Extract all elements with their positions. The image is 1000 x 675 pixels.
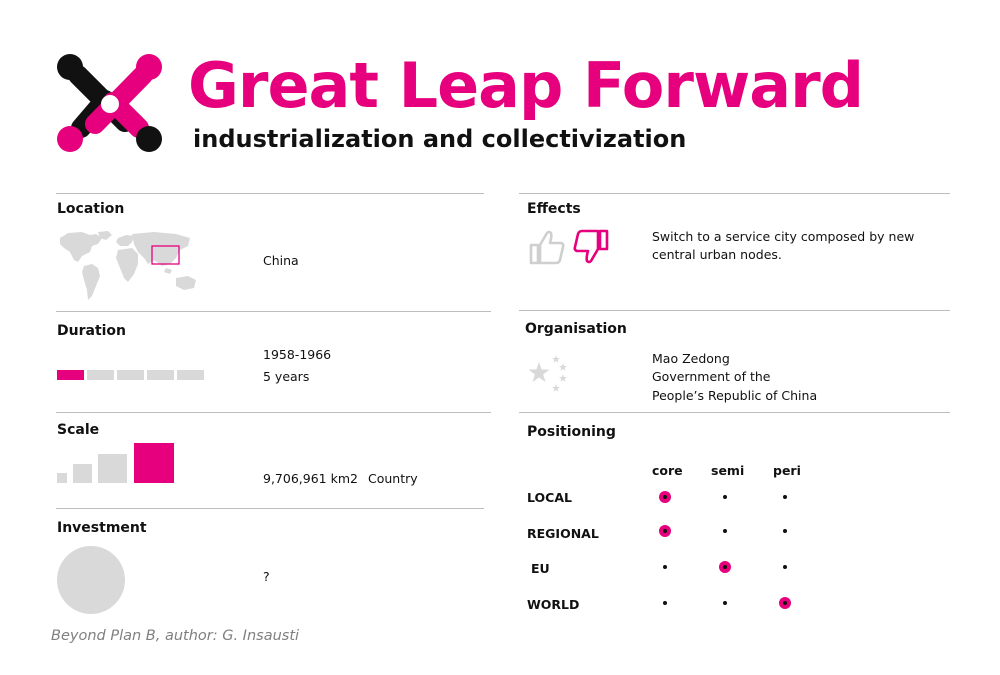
positioning-dot: [663, 565, 667, 569]
organisation-line1: Mao Zedong: [652, 351, 730, 366]
divider: [56, 508, 484, 509]
effects-text-line1: Switch to a service city composed by new: [652, 229, 915, 244]
positioning-row-label: WORLD: [527, 597, 580, 612]
positioning-row-label: EU: [531, 561, 550, 576]
organisation-heading: Organisation: [525, 321, 627, 337]
divider: [519, 310, 950, 311]
thumbs-down-icon: [573, 229, 609, 264]
positioning-dot-selected: [659, 525, 671, 537]
divider: [56, 412, 491, 413]
positioning-dot-selected: [659, 491, 671, 503]
duration-heading: Duration: [57, 323, 127, 339]
divider: [56, 311, 491, 312]
logo-icon: [57, 54, 162, 152]
page-subtitle: industrialization and collectivization: [193, 125, 687, 153]
effects-heading: Effects: [527, 201, 581, 217]
location-value: China: [263, 253, 299, 268]
positioning-col-core: core: [652, 463, 683, 478]
positioning-dot-selected: [779, 597, 791, 609]
scale-level: Country: [368, 471, 418, 486]
scale-heading: Scale: [57, 422, 100, 438]
positioning-dot: [783, 495, 787, 499]
duration-segment: [147, 370, 174, 380]
positioning-dot: [663, 601, 667, 605]
page-title: Great Leap Forward: [188, 49, 864, 122]
positioning-row-label: REGIONAL: [527, 526, 599, 541]
duration-segment: [87, 370, 114, 380]
scale-area: 9,706,961 km2: [263, 471, 358, 486]
china-flag-stars-icon: [528, 355, 567, 392]
divider: [519, 193, 950, 194]
divider: [56, 193, 484, 194]
positioning-col-semi: semi: [711, 463, 745, 478]
footer-credit: Beyond Plan B, author: G. Insausti: [51, 628, 300, 644]
organisation-line2: Government of the: [652, 369, 771, 384]
investment-heading: Investment: [57, 520, 147, 536]
duration-segment-active: [57, 370, 84, 380]
positioning-dot-selected: [719, 561, 731, 573]
positioning-dot: [783, 529, 787, 533]
positioning-heading: Positioning: [527, 424, 616, 440]
positioning-dot: [783, 565, 787, 569]
duration-segment: [117, 370, 144, 380]
positioning-row-label: LOCAL: [527, 490, 572, 505]
positioning-dot: [723, 495, 727, 499]
investment-circle: [57, 546, 125, 614]
scale-bar-1: [57, 473, 67, 483]
investment-value: ?: [263, 569, 270, 584]
world-map-icon: [60, 231, 196, 300]
positioning-col-peri: peri: [773, 463, 801, 478]
scale-bar-4-active: [134, 443, 174, 483]
divider: [519, 412, 950, 413]
effects-text-line2: central urban nodes.: [652, 247, 782, 262]
positioning-dot: [723, 529, 727, 533]
positioning-dot: [723, 601, 727, 605]
duration-segment: [177, 370, 204, 380]
duration-period: 1958-1966: [263, 347, 332, 362]
thumbs-up-icon: [529, 230, 565, 265]
organisation-line3: People’s Republic of China: [652, 388, 818, 403]
location-heading: Location: [57, 201, 125, 217]
scale-bar-2: [73, 464, 92, 483]
duration-length: 5 years: [263, 369, 310, 384]
scale-bar-3: [98, 454, 127, 483]
